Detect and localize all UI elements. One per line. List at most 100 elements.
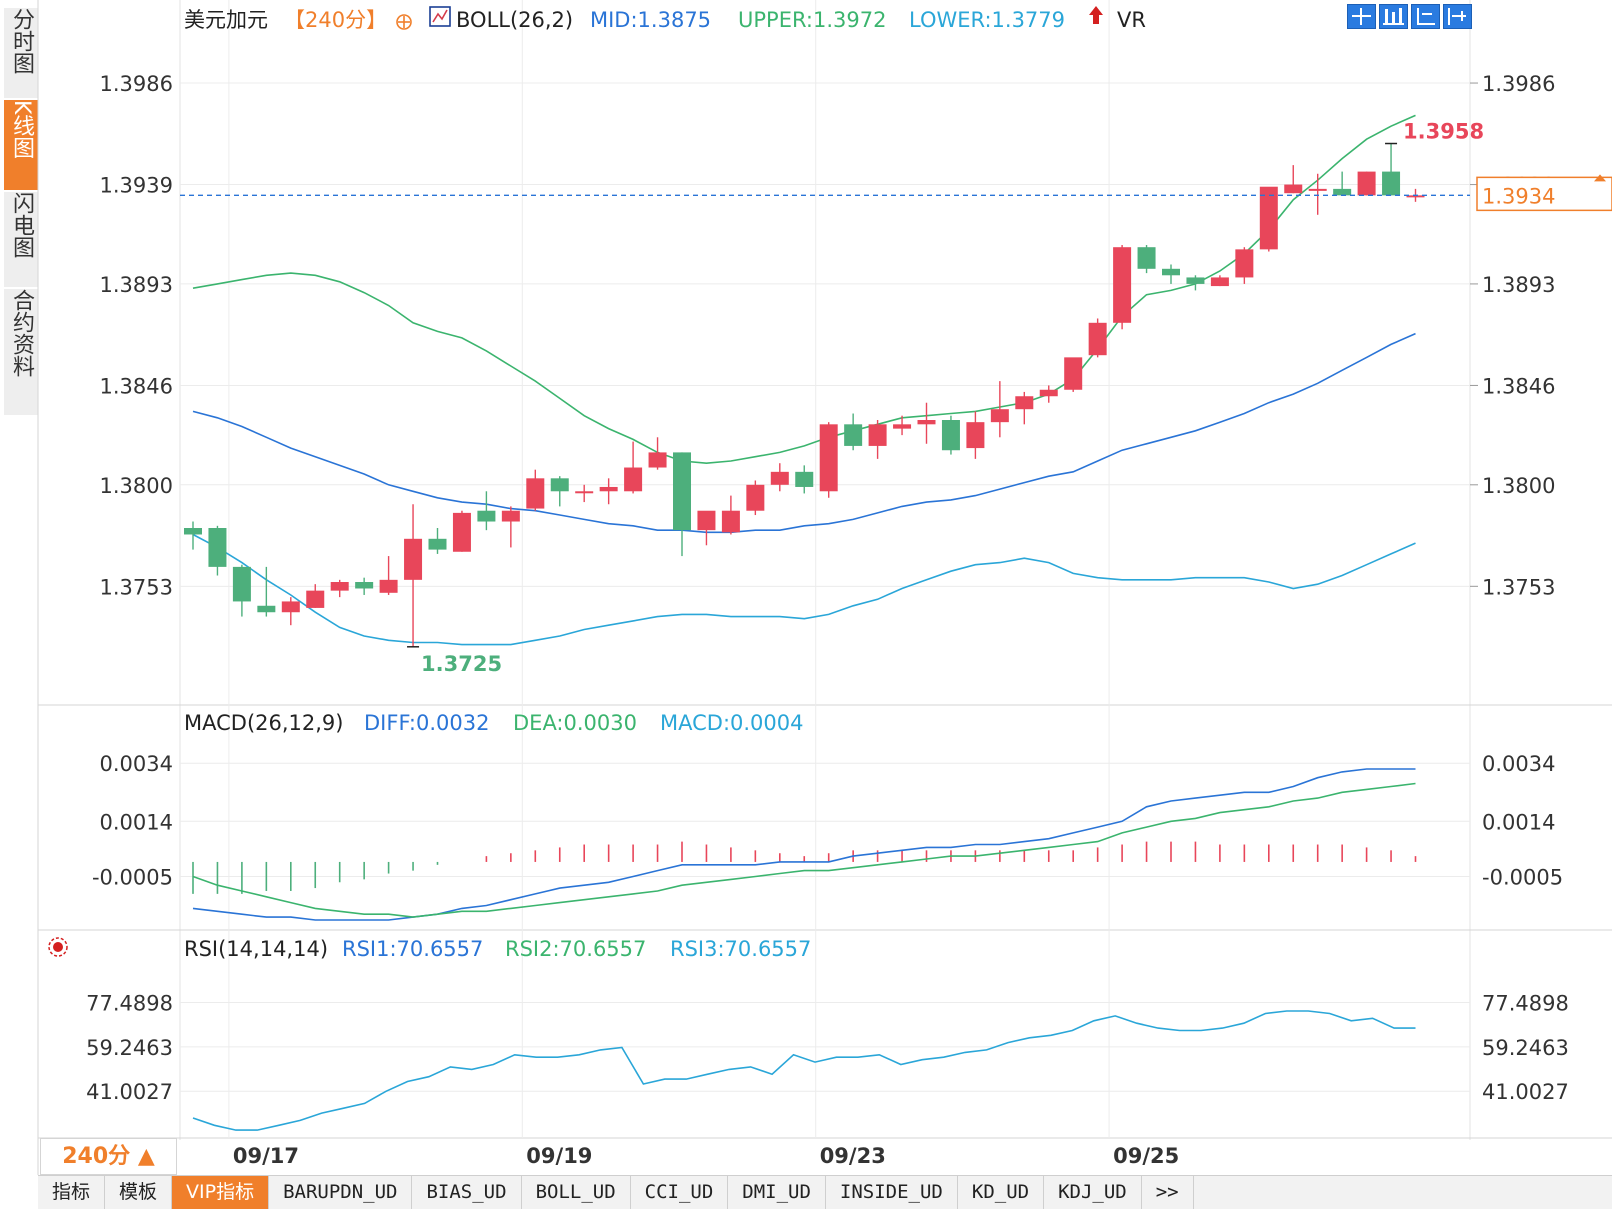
macd-y-tick-left: 0.0034 [100,752,173,776]
x-tick-label: 09/25 [1113,1144,1179,1168]
tab-boll-ud[interactable]: BOLL_UD [522,1176,631,1209]
candle [844,413,863,451]
candle [281,597,300,626]
settings-sun-icon[interactable] [48,937,68,957]
chart-canvas[interactable]: 1.39861.39861.39391.39391.38931.38931.38… [0,0,1612,1175]
candle-body [1186,277,1205,284]
candle [1210,275,1229,287]
candle-body [1162,268,1180,276]
candle [941,415,960,455]
tab-cci-ud[interactable]: CCI_UD [631,1176,729,1209]
candle [966,411,985,459]
boll-lower: LOWER:1.3779 [909,8,1065,32]
candle [550,476,569,507]
tab-more[interactable]: >> [1142,1176,1194,1209]
macd-y-tick-right: -0.0005 [1482,865,1563,889]
rsi-pane: 77.4898 77.4898 59.2463 59.2463 41.0027 41.00… [86,992,1569,1131]
candle [1308,173,1327,215]
candle-body [232,566,251,602]
period-selector[interactable]: 240分 ▲ [40,1138,177,1175]
draw-tool-icon[interactable] [1411,4,1440,29]
candle [379,556,398,595]
y-tick-label-right: 1.3986 [1482,72,1555,96]
candle-body [1259,186,1278,250]
candle-style-icon[interactable] [1379,4,1408,29]
candle [1113,245,1132,330]
crosshair-icon[interactable] [1347,4,1376,29]
candle [795,465,814,494]
y-tick-label-right: 1.3753 [1482,575,1555,599]
tab-time-chart[interactable]: 分时图 [4,8,38,98]
candle [428,528,447,554]
candle [673,452,691,557]
candle [868,420,887,459]
current-price-label: 1.3934 [1482,184,1555,208]
candle [257,566,276,617]
candle-body [526,478,545,509]
candle-body [893,424,912,429]
tab-barupdn-ud[interactable]: BARUPDN_UD [269,1176,413,1209]
candle-body [770,471,789,485]
candle [1382,143,1401,196]
candle [575,484,594,503]
x-axis-labels: 09/17 09/19 09/23 09/25 [233,1144,1179,1168]
candle-body [648,452,667,468]
tab-inside-ud[interactable]: INSIDE_UD [826,1176,958,1209]
candle-body [819,424,838,492]
tab-contract-info[interactable]: 合约资料 [4,289,38,415]
candle [1064,357,1083,392]
candle [208,525,227,576]
candle-body [624,467,643,492]
rsi3-value: RSI3:70.6557 [670,937,811,961]
exit-icon[interactable] [1443,4,1472,29]
add-icon[interactable] [396,14,412,30]
x-tick-label: 09/23 [820,1144,886,1168]
candle [746,480,765,516]
tab-contract-info-label: 合约资料 [9,289,34,377]
candle [355,577,374,595]
tab-kdj-ud[interactable]: KDJ_UD [1044,1176,1142,1209]
rsi2-value: RSI2:70.6557 [505,937,646,961]
tab-k-line[interactable]: K线图 [4,100,38,190]
tab-indicator[interactable]: 指标 [38,1176,106,1209]
candle [501,506,520,548]
current-price-box [1476,176,1612,212]
candle-body [746,484,765,511]
y-tick-label-left: 1.3939 [100,174,173,198]
candle [1333,171,1352,196]
tab-template[interactable]: 模板 [105,1176,173,1209]
rsi-y-tick-left: 41.0027 [86,1080,173,1104]
macd-diff: DIFF:0.0032 [364,711,489,735]
rsi-y-tick-left: 77.4898 [86,992,173,1016]
candle [1039,385,1058,403]
candle-body [1382,171,1401,196]
macd-dea-line [192,782,1416,918]
candle-body [1039,389,1058,397]
arrow-up-icon[interactable] [1089,6,1103,24]
candle-body [379,579,398,593]
candle [1162,264,1180,284]
candle [893,415,912,436]
candle-body [844,424,863,446]
candle-body [697,510,716,531]
candle-body [452,512,471,552]
candle-body [1406,195,1425,198]
candle [330,579,349,598]
tab-bias-ud[interactable]: BIAS_UD [412,1176,522,1209]
current-price-marker-icon [1594,174,1606,182]
candle-body [1210,277,1229,287]
candle [1284,165,1303,194]
tab-flash-chart[interactable]: 闪电图 [4,192,38,287]
tab-dmi-ud[interactable]: DMI_UD [728,1176,826,1209]
candlestick-pane: 1.39861.39861.39391.39391.38931.38931.38… [100,72,1612,676]
candle-body [990,409,1009,423]
indicator-tabs: 指标 模板 VIP指标 BARUPDN_UD BIAS_UD BOLL_UD C… [38,1175,1612,1209]
tab-kd-ud[interactable]: KD_UD [958,1176,1045,1209]
indicator-chart-icon[interactable] [429,6,451,27]
candle-body [795,471,814,487]
candle-body [330,582,349,591]
tab-vip-indicator[interactable]: VIP指标 [172,1176,270,1209]
candle [819,422,838,498]
candle-body [966,422,985,449]
candle [477,491,496,531]
